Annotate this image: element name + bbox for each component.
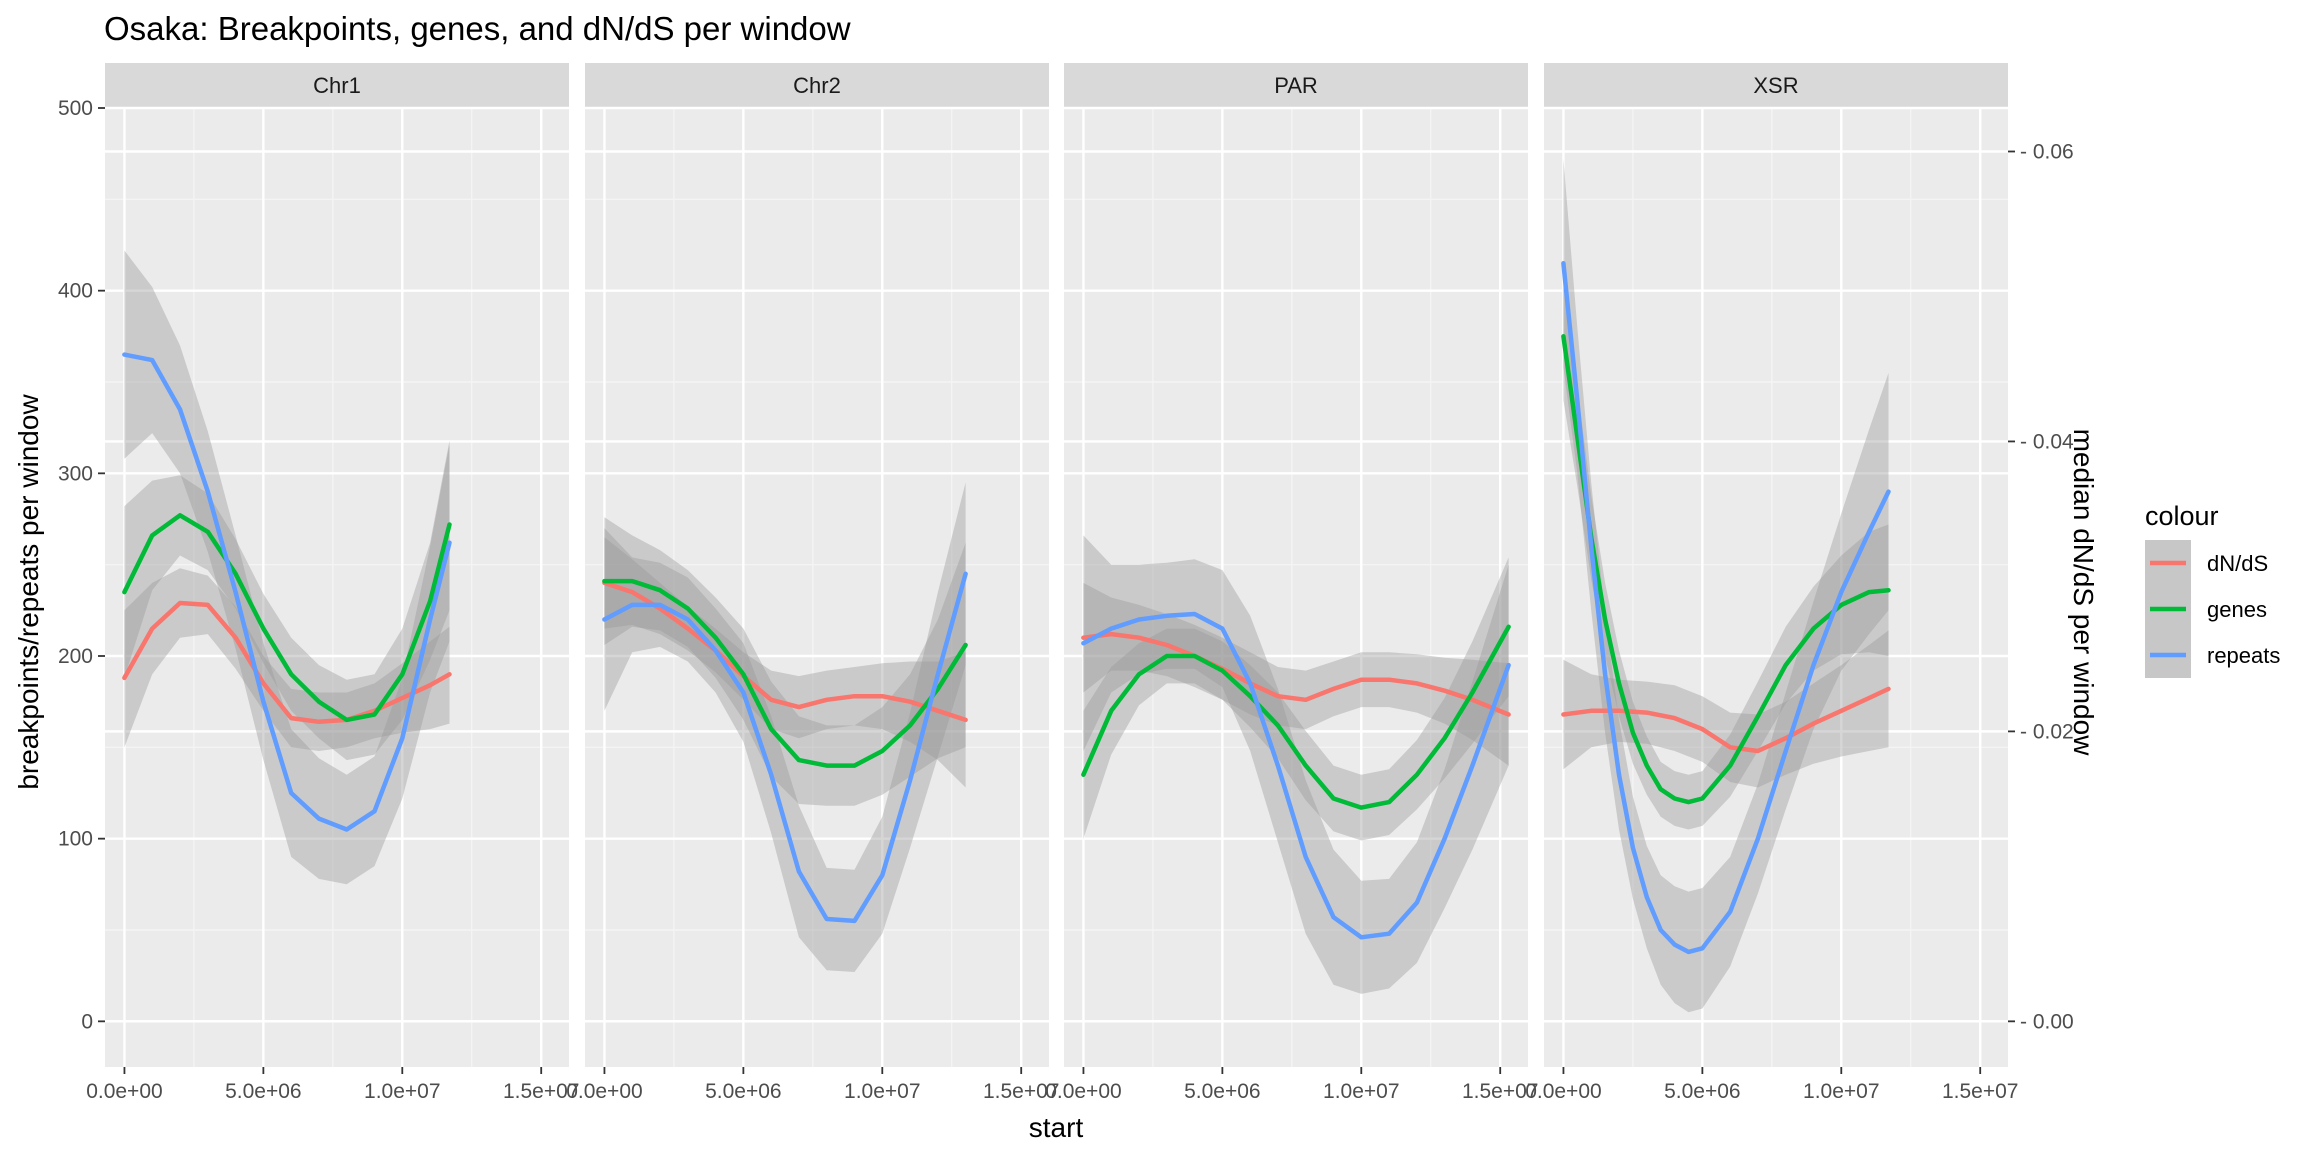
- x-tick-label: 0.0e+00: [86, 1080, 163, 1103]
- legend-label-dn-ds: dN/dS: [2207, 551, 2268, 576]
- line-genes: [1561, 334, 1891, 805]
- x-tick-label: 1.5e+07: [503, 1080, 580, 1103]
- strip-chr1: [105, 63, 569, 108]
- band-repeats: [1563, 159, 1889, 1013]
- band-repeats: [604, 482, 966, 972]
- legend-label-genes: genes: [2207, 597, 2267, 622]
- confidence-bands: [604, 482, 966, 972]
- series-lines: [122, 352, 452, 832]
- x-axis-title: start: [1029, 1112, 1084, 1143]
- y-axis-title: breakpoints/repeats per window: [13, 394, 44, 790]
- y2-tick-label: - 0.06: [2020, 140, 2074, 163]
- panel-background: [1544, 108, 2008, 1067]
- panel-background: [105, 108, 569, 1067]
- band-dn-ds: [604, 537, 966, 788]
- legend-title: colour: [2145, 501, 2219, 531]
- x-tick-label: 1.5e+07: [1462, 1080, 1539, 1103]
- strip-label-chr2: Chr2: [793, 73, 841, 98]
- strip-xsr: [1544, 63, 2008, 108]
- line-dn-ds: [1081, 631, 1511, 717]
- y-tick-label: 500: [58, 97, 93, 120]
- x-tick-label: 1.0e+07: [1803, 1080, 1880, 1103]
- legend-label-repeats: repeats: [2207, 643, 2280, 668]
- strip-label-chr1: Chr1: [313, 73, 361, 98]
- x-tick-label: 5.0e+06: [705, 1080, 782, 1103]
- y-tick-label: 400: [58, 280, 93, 303]
- x-tick-label: 5.0e+06: [225, 1080, 302, 1103]
- line-genes: [122, 513, 452, 723]
- band-genes: [604, 517, 966, 806]
- strip-label-par: PAR: [1274, 73, 1318, 98]
- line-dn-ds: [1561, 686, 1891, 754]
- y-tick-label: 300: [58, 462, 93, 485]
- confidence-bands: [124, 250, 450, 885]
- y-axis-left: 0 100 200 300 400 500: [58, 97, 105, 1033]
- y2-axis-title: median dN/dS per window: [2068, 429, 2099, 757]
- x-tick-label: 0.0e+00: [1525, 1080, 1602, 1103]
- panel-chr1: Chr1 0.0e+00 5.0e+06 1.0e+07 1.5e+07: [86, 63, 579, 1103]
- chart-title: Osaka: Breakpoints, genes, and dN/dS per…: [104, 10, 851, 47]
- x-axis-chr1: 0.0e+00 5.0e+06 1.0e+07 1.5e+07: [86, 1067, 579, 1103]
- strip-label-xsr: XSR: [1753, 73, 1798, 98]
- gridlines: [1064, 106, 1528, 1067]
- x-axis-chr2: 0.0e+00 5.0e+06 1.0e+07 1.5e+07: [566, 1067, 1059, 1103]
- gridlines: [105, 106, 569, 1067]
- line-dn-ds: [602, 580, 968, 723]
- y2-tick-label: - 0.00: [2020, 1010, 2074, 1033]
- y2-tick-label: - 0.04: [2020, 430, 2074, 453]
- x-tick-label: 1.5e+07: [1942, 1080, 2019, 1103]
- y-tick-label: 0: [81, 1010, 93, 1033]
- x-tick-label: 5.0e+06: [1184, 1080, 1261, 1103]
- legend: colour dN/dS genes repeats: [2145, 501, 2280, 678]
- x-tick-label: 1.5e+07: [983, 1080, 1060, 1103]
- band-dn-ds: [1563, 630, 1889, 788]
- x-tick-label: 5.0e+06: [1664, 1080, 1741, 1103]
- panel-background: [585, 108, 1049, 1067]
- band-dn-ds: [1083, 582, 1509, 766]
- gridlines: [585, 106, 1049, 1067]
- band-genes: [124, 440, 450, 761]
- line-repeats: [1081, 611, 1511, 940]
- line-repeats: [1561, 261, 1891, 955]
- y-axis-right: - 0.00 - 0.02 - 0.04 - 0.06: [2008, 140, 2074, 1033]
- panel-xsr: XSR 0.0e+00 5.0e+06 1.0e+07 1.5e+07: [1525, 63, 2018, 1103]
- line-repeats: [602, 571, 968, 924]
- panel-par: PAR 0.0e+00 5.0e+06 1.0e+07 1.5e+07: [1045, 63, 1538, 1103]
- x-tick-label: 1.0e+07: [844, 1080, 921, 1103]
- y2-tick-label: - 0.02: [2020, 720, 2074, 743]
- panel-background: [1064, 108, 1528, 1067]
- line-genes: [602, 578, 968, 768]
- y-tick-label: 100: [58, 828, 93, 851]
- band-genes: [1083, 557, 1509, 841]
- y-tick-label: 200: [58, 645, 93, 668]
- line-genes: [1081, 624, 1511, 810]
- series-lines: [1561, 261, 1891, 955]
- strip-par: [1064, 63, 1528, 108]
- x-axis-par: 0.0e+00 5.0e+06 1.0e+07 1.5e+07: [1045, 1067, 1538, 1103]
- series-lines: [602, 571, 968, 924]
- confidence-bands: [1083, 535, 1509, 994]
- x-tick-label: 1.0e+07: [1323, 1080, 1400, 1103]
- panel-chr2: Chr2 0.0e+00 5.0e+06 1.0e+07 1.5e+07: [566, 63, 1059, 1103]
- band-dn-ds: [124, 568, 450, 751]
- x-tick-label: 1.0e+07: [364, 1080, 441, 1103]
- line-dn-ds: [122, 600, 452, 725]
- x-tick-label: 0.0e+00: [566, 1080, 643, 1103]
- band-repeats: [124, 250, 450, 885]
- strip-chr2: [585, 63, 1049, 108]
- x-tick-label: 0.0e+00: [1045, 1080, 1122, 1103]
- series-lines: [1081, 611, 1511, 940]
- confidence-bands: [1563, 159, 1889, 1013]
- band-repeats: [1083, 535, 1509, 994]
- facet-panels: Chr1 0.0e+00 5.0e+06 1.0e+07 1.5e+07 Chr2 0.0e…: [86, 63, 2018, 1103]
- line-repeats: [122, 352, 452, 832]
- x-axis-xsr: 0.0e+00 5.0e+06 1.0e+07 1.5e+07: [1525, 1067, 2018, 1103]
